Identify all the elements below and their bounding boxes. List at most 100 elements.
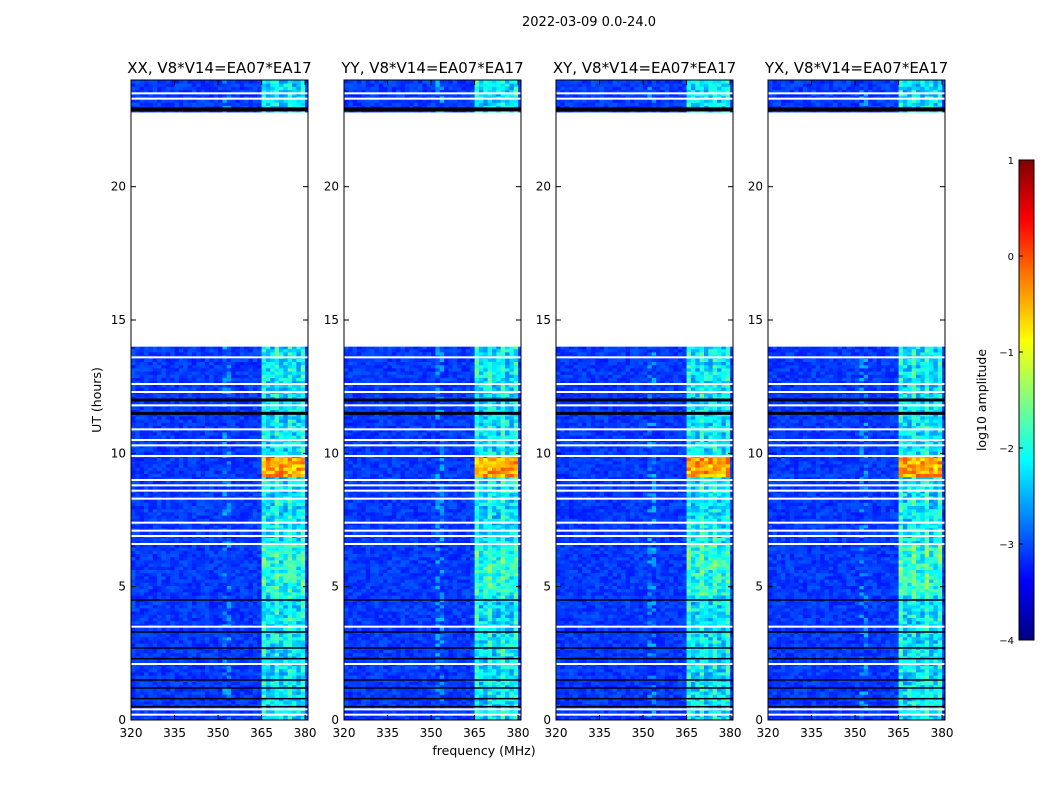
gap-row bbox=[131, 497, 308, 500]
gap-row bbox=[556, 444, 733, 447]
panel-xx: 320 335 350 365 380 0 5 10 15 20 XX, V8*V14=EA07*E… bbox=[111, 59, 317, 740]
colorbar-label: log10 amplitude bbox=[974, 349, 989, 451]
y-tick-label: 20 bbox=[111, 180, 126, 194]
gap-row bbox=[556, 404, 733, 407]
gap-row bbox=[131, 535, 308, 537]
colorbar-tick-label: −4 bbox=[999, 636, 1014, 647]
gap-row bbox=[344, 92, 521, 95]
gap-row bbox=[556, 479, 733, 481]
gap-row bbox=[131, 455, 308, 457]
gap-row bbox=[344, 97, 521, 100]
x-tick-label: 365 bbox=[675, 726, 698, 740]
x-tick-label: 350 bbox=[632, 726, 655, 740]
y-tick-label: 10 bbox=[324, 446, 339, 460]
gap-row bbox=[131, 391, 308, 393]
gap-row bbox=[768, 713, 945, 716]
gap-row bbox=[131, 428, 308, 431]
gap-row bbox=[768, 356, 945, 359]
y-tick-label: 10 bbox=[536, 446, 551, 460]
flagged-row bbox=[556, 679, 733, 681]
gap-row bbox=[768, 444, 945, 447]
y-tick-label: 20 bbox=[536, 180, 551, 194]
heatmap bbox=[768, 80, 945, 720]
flagged-row bbox=[131, 657, 308, 660]
x-tick-label: 350 bbox=[844, 726, 867, 740]
gap-row bbox=[131, 484, 308, 487]
flagged-row bbox=[768, 107, 945, 112]
flagged-row bbox=[768, 647, 945, 649]
gap-row bbox=[131, 356, 308, 359]
x-tick-label: 320 bbox=[545, 726, 568, 740]
x-tick-label: 335 bbox=[163, 726, 186, 740]
flagged-row bbox=[768, 599, 945, 601]
colorbar-tick-label: 0 bbox=[1008, 252, 1014, 263]
gap-row bbox=[344, 428, 521, 431]
x-axis-label: frequency (MHz) bbox=[432, 743, 535, 758]
gap-row bbox=[768, 455, 945, 457]
x-tick-label: 335 bbox=[376, 726, 399, 740]
axes-frame bbox=[767, 79, 946, 721]
y-tick-label: 20 bbox=[324, 180, 339, 194]
y-tick-label: 15 bbox=[536, 313, 551, 327]
gap-row bbox=[344, 455, 521, 457]
gap-row bbox=[344, 497, 521, 500]
gap-row bbox=[131, 479, 308, 481]
flagged-row bbox=[344, 679, 521, 681]
flagged-row bbox=[131, 697, 308, 700]
gap-row bbox=[556, 521, 733, 524]
x-tick-label: 380 bbox=[931, 726, 954, 740]
flagged-row bbox=[556, 687, 733, 689]
y-axis-label: UT (hours) bbox=[89, 367, 104, 433]
panels: 320 335 350 365 380 0 5 10 15 20 XX, V8*V14=EA07*E… bbox=[111, 59, 954, 740]
flagged-row bbox=[131, 631, 308, 633]
flagged-row bbox=[768, 705, 945, 708]
x-tick-label: 320 bbox=[757, 726, 780, 740]
gap-row bbox=[556, 439, 733, 441]
x-tick-label: 380 bbox=[294, 726, 317, 740]
y-tick-label: 10 bbox=[748, 446, 763, 460]
gap-row bbox=[556, 428, 733, 431]
flagged-row bbox=[556, 647, 733, 649]
panel-title: YY, V8*V14=EA07*EA17 bbox=[340, 59, 523, 77]
gap-row bbox=[768, 92, 945, 95]
axes-frame bbox=[555, 79, 734, 721]
flagged-row bbox=[131, 599, 308, 601]
flagged-row bbox=[344, 687, 521, 689]
x-tick-label: 365 bbox=[250, 726, 273, 740]
x-tick-label: 320 bbox=[120, 726, 143, 740]
flagged-row bbox=[344, 697, 521, 700]
gap-row bbox=[556, 543, 733, 545]
gap-row bbox=[768, 479, 945, 481]
gap-row bbox=[344, 484, 521, 487]
x-tick-label: 365 bbox=[463, 726, 486, 740]
gap-row bbox=[344, 713, 521, 716]
gap-row bbox=[344, 663, 521, 665]
flagged-row bbox=[556, 697, 733, 700]
colorbar: −4 −3 −2 −1 0 1 bbox=[999, 156, 1035, 647]
flagged-row bbox=[344, 705, 521, 708]
flagged-row bbox=[556, 411, 733, 415]
y-tick-label: 5 bbox=[331, 580, 339, 594]
flagged-row bbox=[556, 657, 733, 660]
flagged-row bbox=[768, 697, 945, 700]
y-tick-label: 5 bbox=[118, 580, 126, 594]
gap-row bbox=[556, 391, 733, 393]
gap-row bbox=[768, 489, 945, 492]
x-tick-label: 320 bbox=[333, 726, 356, 740]
gap-row bbox=[131, 404, 308, 407]
gap-row bbox=[344, 444, 521, 447]
x-tick-label: 365 bbox=[887, 726, 910, 740]
panel-yy: 320 335 350 365 380 0 5 10 15 20 YY, V8*V14=EA07*E… bbox=[324, 59, 530, 740]
gap-row bbox=[556, 497, 733, 500]
gap-row bbox=[131, 489, 308, 492]
y-tick-label: 10 bbox=[111, 446, 126, 460]
y-tick-label: 0 bbox=[331, 713, 339, 727]
flagged-row bbox=[131, 687, 308, 689]
gap-row bbox=[131, 521, 308, 524]
gap-row bbox=[768, 383, 945, 385]
gap-row bbox=[556, 625, 733, 628]
heatmap bbox=[344, 80, 521, 720]
gap-row bbox=[556, 92, 733, 95]
panel-xy: 320 335 350 365 380 0 5 10 15 20 XY, V8*V14=EA07*E… bbox=[536, 59, 742, 740]
gap-row bbox=[768, 625, 945, 628]
